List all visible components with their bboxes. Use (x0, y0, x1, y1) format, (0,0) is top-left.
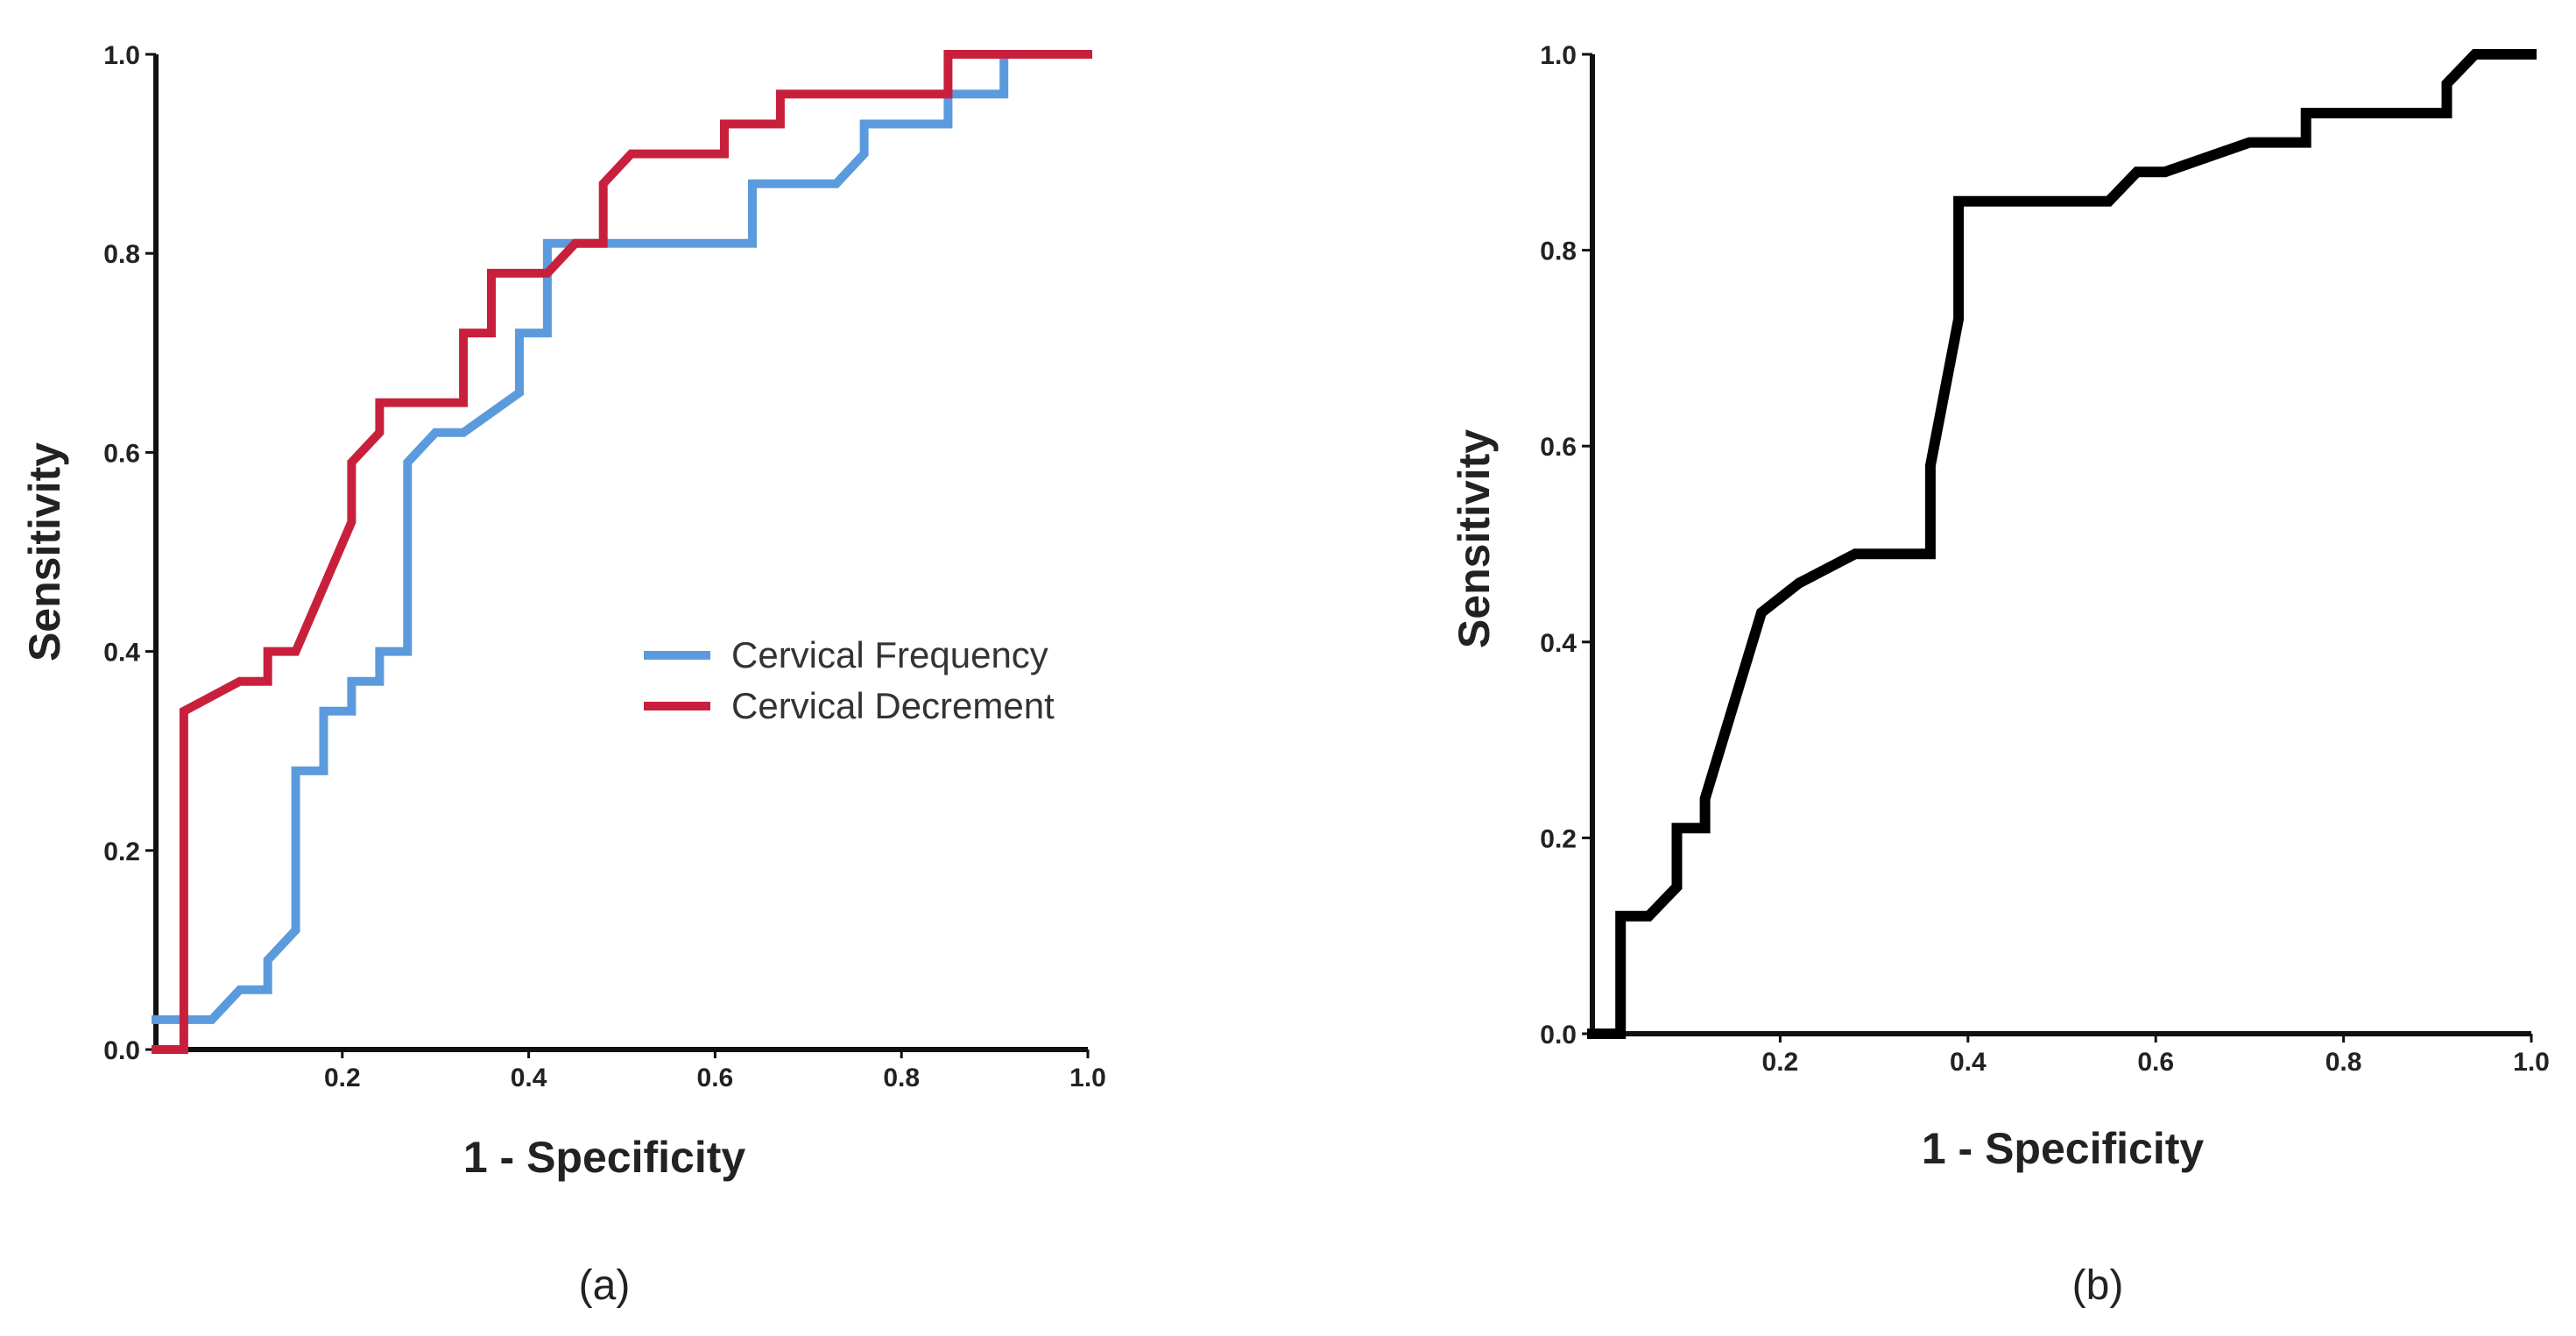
legend-label-a: Cervical Frequency (731, 634, 1048, 675)
x-tick-label-b: 1.0 (2513, 1048, 2550, 1077)
panel-caption-a: (a) (579, 1262, 631, 1309)
y-tick-label-a: 0.4 (103, 639, 140, 668)
y-tick-label-b: 0.4 (1540, 629, 1577, 658)
y-tick-label-a: 0.8 (103, 240, 140, 269)
y-tick-label-a: 0.2 (103, 838, 140, 866)
y-tick-label-b: 0.0 (1540, 1021, 1577, 1050)
x-tick-label-a: 0.2 (324, 1064, 361, 1092)
x-tick-label-a: 0.4 (511, 1064, 547, 1092)
y-tick-label-b: 0.6 (1540, 433, 1577, 462)
y-tick-label-b: 1.0 (1540, 41, 1577, 70)
x-tick-label-b: 0.4 (1950, 1048, 1987, 1077)
x-axis-title-a: 1 - Specificity (463, 1133, 746, 1182)
y-tick-label-b: 0.8 (1540, 237, 1577, 266)
x-tick-label-b: 0.6 (2137, 1048, 2174, 1077)
series-line-cervical-frequency-a (152, 50, 1092, 1024)
y-tick-label-a: 0.0 (103, 1036, 140, 1065)
x-tick-label-a: 0.8 (883, 1064, 920, 1092)
y-axis-title-a: Sensitivity (20, 442, 69, 661)
series-line-cervical-decrement-a (152, 50, 1092, 1054)
x-tick-label-a: 0.6 (697, 1064, 734, 1092)
y-axis-title-b: Sensitivity (1450, 429, 1499, 648)
x-axis-title-b: 1 - Specificity (1922, 1124, 2205, 1173)
x-tick-label-b: 0.8 (2325, 1048, 2362, 1077)
y-tick-label-a: 0.6 (103, 439, 140, 468)
legend-label-a: Cervical Decrement (731, 685, 1055, 726)
y-tick-label-a: 1.0 (103, 41, 140, 70)
x-tick-label-a: 1.0 (1069, 1064, 1106, 1092)
x-tick-label-b: 0.2 (1762, 1048, 1799, 1077)
panel-caption-b: (b) (2072, 1262, 2124, 1309)
series-line-roc-b (1587, 49, 2537, 1039)
y-tick-label-b: 0.2 (1540, 824, 1577, 853)
